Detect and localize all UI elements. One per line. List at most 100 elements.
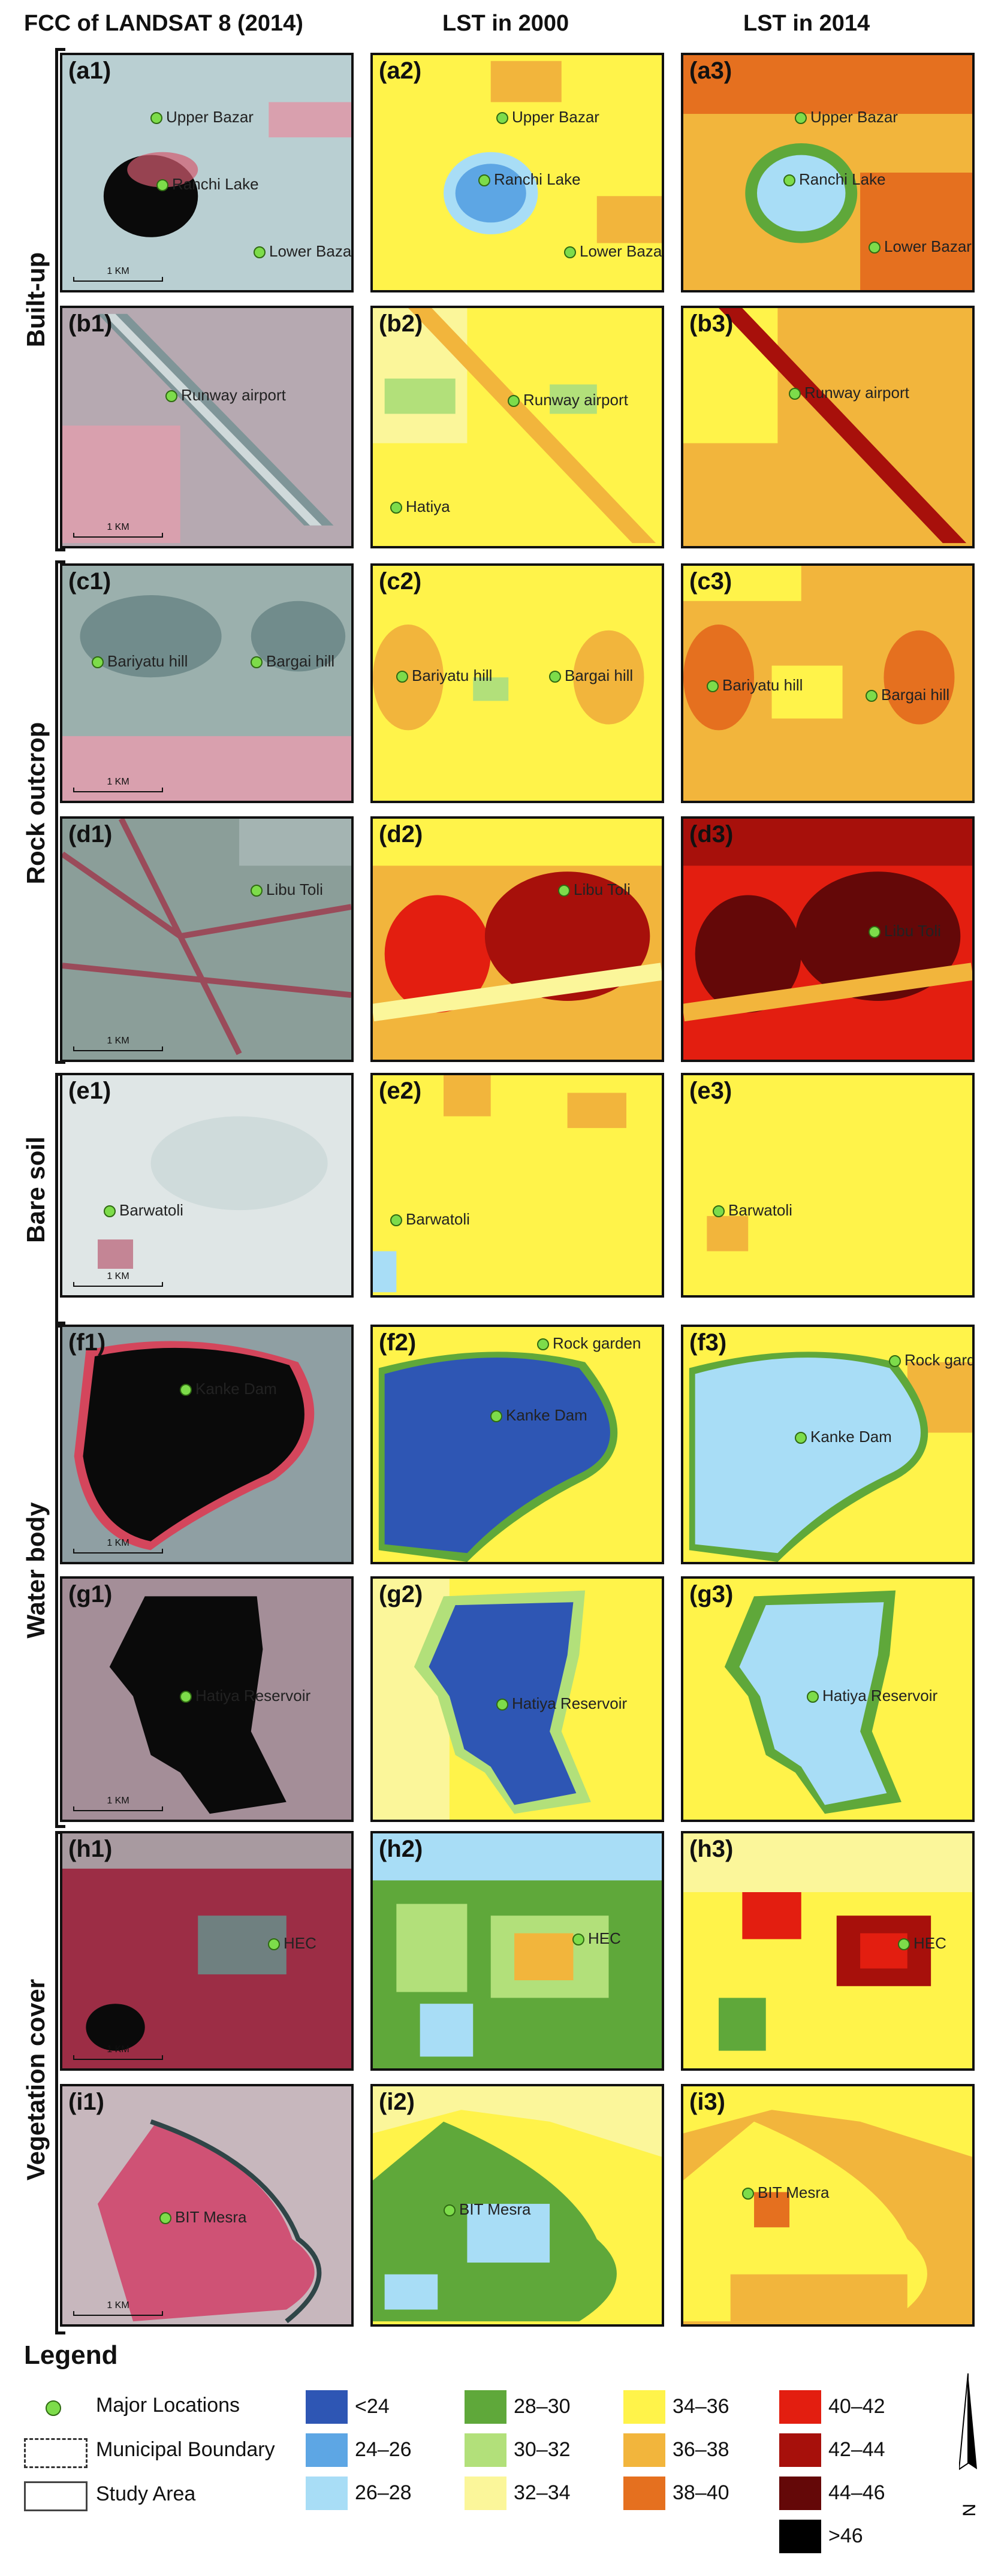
location-label: Bargai hill — [266, 652, 335, 670]
location-label: Kanke Dam — [810, 1428, 892, 1446]
map-panel-e1: (e1) Barwatoli 1 KM — [60, 1073, 354, 1298]
map-image — [373, 566, 662, 801]
map-image — [683, 1579, 972, 1820]
scale-bar-line — [73, 1549, 163, 1554]
map-image — [683, 1327, 972, 1562]
legend-swatch — [623, 2433, 665, 2467]
group-label-rock-outcrop: Rock outcrop — [22, 722, 50, 885]
map-panel-e3: (e3) Barwatoli — [681, 1073, 975, 1298]
location-dot-icon — [869, 242, 881, 254]
panel-label: (f1) — [68, 1329, 106, 1356]
panel-label: (g1) — [68, 1581, 113, 1607]
group-label-built-up: Built-up — [22, 252, 50, 348]
legend-swatch — [623, 2477, 665, 2510]
location-label: Bargai hill — [565, 666, 634, 684]
location-marker: Hatiya Reservoir — [807, 1687, 937, 1705]
location-dot-icon — [251, 885, 263, 897]
scale-bar: 1 KM — [73, 1796, 163, 1811]
legend-class-label: 40–42 — [828, 2395, 885, 2418]
panel-label: (b1) — [68, 310, 113, 337]
scale-bar: 1 KM — [73, 522, 163, 538]
map-panel-a3: (a3) Upper Bazar Ranchi Lake Lower Bazar — [681, 53, 975, 292]
legend-class-label: 26–28 — [355, 2481, 412, 2504]
location-marker: BIT Mesra — [159, 2208, 246, 2227]
location-dot-icon — [390, 1214, 402, 1227]
scale-bar-line — [73, 1806, 163, 1811]
map-image — [683, 819, 972, 1060]
map-panel-g3: (g3) Hatiya Reservoir — [681, 1576, 975, 1822]
map-image — [373, 308, 662, 546]
location-dot-icon — [180, 1384, 192, 1396]
location-label: Runway airport — [523, 391, 628, 409]
map-panel-g2: (g2) Hatiya Reservoir — [370, 1576, 664, 1822]
location-label: Lower Bazar — [580, 242, 664, 260]
location-label: BIT Mesra — [758, 2183, 830, 2201]
panel-label: (b3) — [689, 310, 734, 337]
scale-bar-label: 1 KM — [107, 1036, 129, 1046]
map-image — [62, 566, 351, 801]
scale-bar-line — [73, 1282, 163, 1287]
header-fcc: FCC of LANDSAT 8 (2014) — [24, 11, 303, 36]
map-panel-c3: (c3) Bariyatu hill Bargai hill — [681, 563, 975, 803]
location-marker: Barwatoli — [713, 1201, 792, 1220]
location-dot-icon — [807, 1691, 819, 1703]
location-dot-icon — [889, 1355, 901, 1368]
panel-label: (h2) — [379, 1836, 423, 1862]
location-dot-icon — [390, 502, 402, 514]
location-label: Kanke Dam — [506, 1406, 587, 1424]
legend-class-label: >46 — [828, 2524, 863, 2547]
location-marker: Hatiya — [390, 497, 450, 516]
legend-class-label: 44–46 — [828, 2481, 885, 2504]
map-panel-a1: (a1) Upper Bazar Ranchi Lake Lower Bazar 1 K… — [60, 53, 354, 292]
location-label: Hatiya Reservoir — [195, 1687, 311, 1705]
location-dot-icon — [478, 174, 490, 187]
map-image — [683, 1833, 972, 2068]
location-marker: Bariyatu hill — [707, 676, 803, 695]
panel-label: (d1) — [68, 821, 113, 847]
location-marker: Upper Bazar — [150, 108, 254, 126]
legend-study-area: Study Area — [96, 2483, 196, 2505]
location-dot-icon — [159, 2212, 171, 2225]
location-marker: Kanke Dam — [795, 1428, 892, 1446]
legend-class-label: 30–32 — [514, 2438, 571, 2461]
location-marker: Runway airport — [508, 391, 628, 409]
location-marker: Upper Bazar — [496, 108, 599, 126]
map-panel-d1: (d1) Libu Toli 1 KM — [60, 816, 354, 1062]
location-dot-icon — [795, 1432, 807, 1444]
location-dot-icon — [444, 2204, 456, 2217]
location-marker: Upper Bazar — [795, 108, 898, 126]
map-image — [683, 55, 972, 290]
legend-title: Legend — [24, 2340, 118, 2370]
scale-bar: 1 KM — [73, 1538, 163, 1554]
location-dot-icon — [789, 388, 801, 400]
map-panel-b3: (b3) Runway airport — [681, 306, 975, 548]
scale-bar-line — [73, 533, 163, 538]
map-image — [373, 1075, 662, 1295]
map-panel-f2: (f2) Rock garden Kanke Dam — [370, 1325, 664, 1564]
location-marker: Bargai hill — [549, 666, 633, 685]
legend-class-label: <24 — [355, 2395, 390, 2418]
location-dot-icon — [572, 1933, 584, 1946]
legend-class-label: 28–30 — [514, 2395, 571, 2418]
group-label-bare-soil: Bare soil — [22, 1136, 50, 1243]
location-label: Libu Toli — [574, 880, 631, 898]
map-panel-b2: (b2) Runway airport Hatiya — [370, 306, 664, 548]
location-label: Hatiya Reservoir — [512, 1694, 628, 1712]
legend-swatch — [465, 2477, 506, 2510]
location-dot-icon — [150, 112, 162, 125]
location-label: Ranchi Lake — [494, 170, 581, 188]
panel-label: (c2) — [379, 568, 422, 595]
legend-swatch — [306, 2477, 348, 2510]
location-label: Rock garden — [904, 1351, 972, 1369]
location-dot-icon — [165, 390, 177, 403]
legend-swatch — [779, 2520, 821, 2553]
legend-swatch — [306, 2433, 348, 2467]
location-dot-icon — [795, 112, 807, 125]
scale-bar-label: 1 KM — [107, 522, 129, 532]
location-marker: Barwatoli — [390, 1210, 470, 1229]
location-dot-icon — [866, 690, 878, 702]
legend-class-label: 34–36 — [673, 2395, 729, 2418]
scale-bar-line — [73, 1046, 163, 1051]
scale-bar: 1 KM — [73, 777, 163, 792]
location-marker: Hatiya Reservoir — [180, 1687, 310, 1705]
